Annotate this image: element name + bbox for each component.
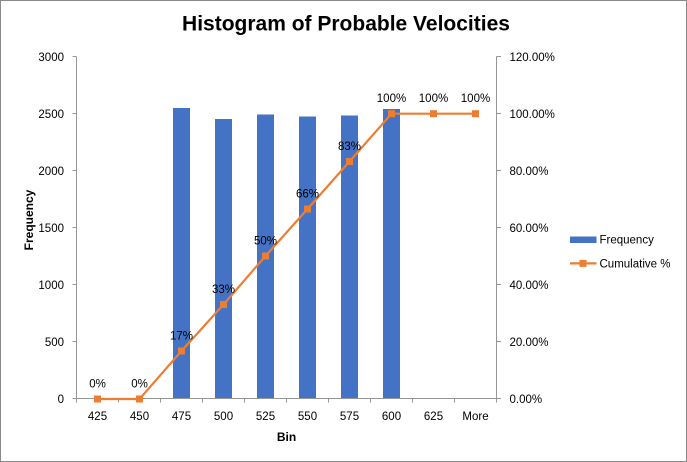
svg-text:Bin: Bin [277,430,296,444]
svg-text:100%: 100% [377,93,406,105]
svg-text:0%: 0% [89,379,106,391]
svg-text:120.00%: 120.00% [510,52,555,64]
svg-text:550: 550 [298,411,317,423]
svg-text:0.00%: 0.00% [510,394,543,406]
svg-text:17%: 17% [170,331,193,343]
svg-text:Cumulative %: Cumulative % [600,258,671,270]
svg-text:100%: 100% [461,93,490,105]
svg-text:2500: 2500 [38,109,64,121]
svg-text:1000: 1000 [38,280,64,292]
svg-text:40.00%: 40.00% [510,280,549,292]
svg-text:450: 450 [130,411,149,423]
svg-text:0: 0 [58,394,64,406]
svg-text:20.00%: 20.00% [510,337,549,349]
svg-text:575: 575 [340,411,359,423]
svg-text:33%: 33% [212,284,235,296]
svg-text:600: 600 [382,411,401,423]
svg-text:3000: 3000 [38,52,64,64]
svg-text:625: 625 [424,411,443,423]
svg-text:Frequency: Frequency [22,189,36,250]
svg-text:525: 525 [256,411,275,423]
svg-text:500: 500 [214,411,233,423]
svg-text:80.00%: 80.00% [510,166,549,178]
svg-text:500: 500 [45,337,64,349]
svg-text:Histogram of Probable Velociti: Histogram of Probable Velocities [182,13,510,36]
svg-text:100%: 100% [419,93,448,105]
svg-text:Frequency: Frequency [600,235,655,247]
svg-text:2000: 2000 [38,166,64,178]
svg-text:50%: 50% [254,236,277,248]
svg-text:425: 425 [88,411,107,423]
svg-text:100.00%: 100.00% [510,109,555,121]
svg-text:475: 475 [172,411,191,423]
svg-text:More: More [462,411,488,423]
svg-text:60.00%: 60.00% [510,223,549,235]
svg-text:83%: 83% [338,141,361,153]
svg-text:66%: 66% [296,189,319,201]
svg-text:0%: 0% [131,379,148,391]
svg-text:1500: 1500 [38,223,64,235]
